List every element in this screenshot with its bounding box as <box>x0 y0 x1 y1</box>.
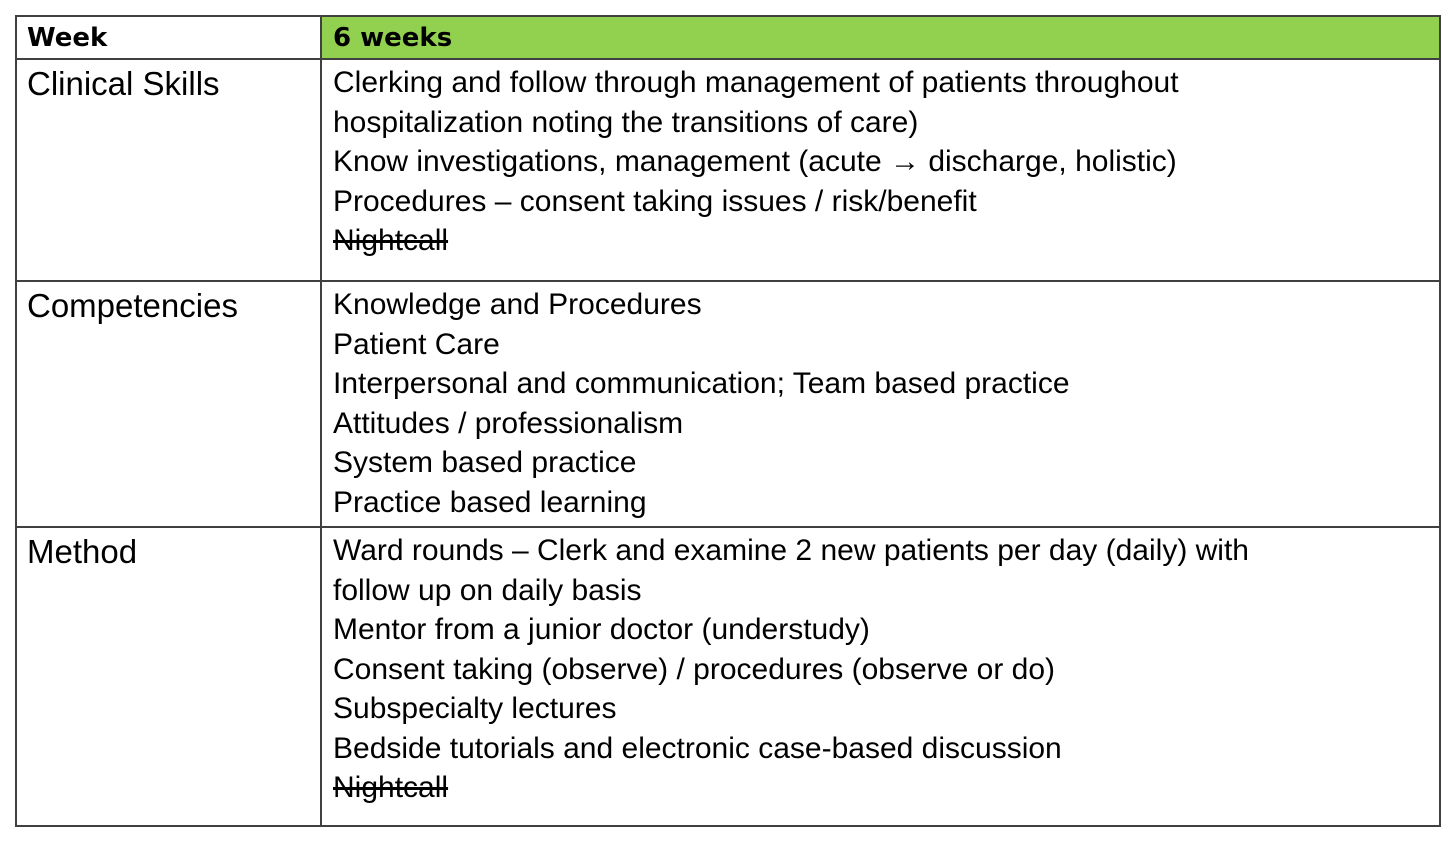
competency-item: Knowledge and Procedures <box>333 288 702 321</box>
clinical-skills-line-text: Know investigations, management (acute <box>333 145 882 178</box>
rotation-table: Week 6 weeks Clinical Skills Clerking an… <box>15 15 1441 827</box>
method-label: Method <box>17 528 322 825</box>
clinical-skills-line: hospitalization noting the transitions o… <box>333 105 919 139</box>
nightcall-struck-item: Nightcall <box>333 224 449 257</box>
competency-item: Practice based learning <box>333 485 647 519</box>
table-header-row: Week 6 weeks <box>17 17 1439 60</box>
clinical-skills-label: Clinical Skills <box>17 60 322 280</box>
competencies-row: Competencies Knowledge and Procedures Pa… <box>17 282 1439 528</box>
method-item: Mentor from a junior doctor (understudy) <box>333 613 870 646</box>
method-item: Subspecialty lectures <box>333 692 617 725</box>
method-item: Consent taking (observe) / procedures (o… <box>333 652 1056 686</box>
clinical-skills-line: Clerking and follow through management o… <box>333 66 1179 99</box>
nightcall-struck-item: Nightcall <box>333 771 449 804</box>
arrow-right-icon: → <box>890 145 920 178</box>
week-header-value: 6 weeks <box>322 17 1439 58</box>
clinical-skills-line: Procedures – consent taking issues / ris… <box>333 184 977 218</box>
clinical-skills-line: Know investigations, management (acute →… <box>333 142 1439 182</box>
method-item: follow up on daily basis <box>333 573 642 607</box>
week-header-label: Week <box>17 17 322 58</box>
competencies-label: Competencies <box>17 282 322 526</box>
competency-item: Interpersonal and communication; Team ba… <box>333 367 1070 400</box>
method-item: Ward rounds – Clerk and examine 2 new pa… <box>333 534 1249 567</box>
method-content: Ward rounds – Clerk and examine 2 new pa… <box>322 528 1439 825</box>
clinical-skills-content: Clerking and follow through management o… <box>322 60 1439 280</box>
competencies-content: Knowledge and Procedures Patient Care In… <box>322 282 1439 526</box>
competency-item: Patient Care <box>333 327 500 361</box>
method-item: Bedside tutorials and electronic case-ba… <box>333 731 1062 765</box>
method-row: Method Ward rounds – Clerk and examine 2… <box>17 528 1439 825</box>
clinical-skills-row: Clinical Skills Clerking and follow thro… <box>17 60 1439 282</box>
clinical-skills-line-text: discharge, holistic) <box>920 145 1177 178</box>
competency-item: System based practice <box>333 446 637 479</box>
competency-item: Attitudes / professionalism <box>333 406 684 440</box>
